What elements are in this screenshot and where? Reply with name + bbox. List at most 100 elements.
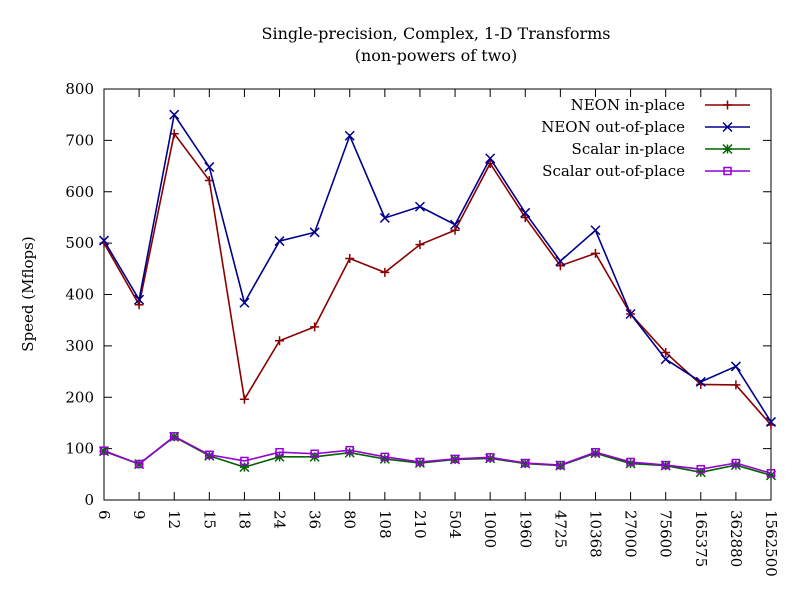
data-point-neon-in-place bbox=[275, 336, 285, 346]
data-point-neon-out-of-place bbox=[239, 297, 250, 308]
y-axis-label: Speed (Mflops) bbox=[19, 236, 37, 351]
data-point-scalar-out-of-place bbox=[591, 447, 600, 457]
data-point-neon-in-place bbox=[450, 225, 460, 235]
y-tick-label: 400 bbox=[65, 286, 94, 304]
data-point-neon-out-of-place bbox=[98, 235, 110, 246]
series-line-scalar-in-place bbox=[103, 435, 772, 477]
data-point-neon-out-of-place bbox=[730, 361, 741, 372]
legend-label-scalar-out-of-place: Scalar out-of-place bbox=[542, 162, 685, 180]
chart-subtitle: (non-powers of two) bbox=[355, 46, 518, 65]
x-tick-label: 1960 bbox=[516, 510, 534, 548]
y-tick-label: 300 bbox=[65, 337, 94, 355]
data-point-neon-out-of-place bbox=[134, 294, 145, 305]
data-point-neon-out-of-place bbox=[625, 308, 636, 320]
data-point-neon-in-place bbox=[661, 348, 671, 358]
data-point-scalar-in-place bbox=[414, 457, 425, 469]
data-point-neon-out-of-place bbox=[379, 212, 390, 223]
data-point-scalar-in-place bbox=[765, 470, 777, 481]
y-tick-label: 100 bbox=[65, 440, 94, 458]
data-point-neon-out-of-place bbox=[695, 376, 706, 387]
data-point-neon-out-of-place bbox=[765, 416, 777, 427]
x-tick-label: 1000 bbox=[481, 510, 499, 548]
data-point-scalar-out-of-place bbox=[556, 460, 565, 470]
data-point-neon-in-place bbox=[380, 267, 390, 277]
data-point-scalar-out-of-place bbox=[731, 458, 741, 468]
data-point-neon-in-place bbox=[310, 322, 320, 332]
data-point-scalar-out-of-place bbox=[766, 469, 776, 478]
data-point-neon-in-place bbox=[134, 300, 144, 310]
chart-title: Single-precision, Complex, 1-D Transform… bbox=[261, 24, 610, 43]
legend-marker-neon-out-of-place bbox=[722, 121, 733, 133]
data-point-scalar-out-of-place bbox=[134, 459, 144, 469]
data-point-scalar-out-of-place bbox=[521, 458, 530, 468]
data-point-neon-out-of-place bbox=[344, 130, 355, 141]
legend-marker-neon-in-place bbox=[723, 100, 732, 110]
data-point-neon-in-place bbox=[731, 380, 741, 390]
x-tick-label: 80 bbox=[341, 510, 359, 529]
data-point-scalar-out-of-place bbox=[345, 445, 354, 455]
x-tick-label: 12 bbox=[165, 510, 183, 529]
legend-label-scalar-in-place: Scalar in-place bbox=[572, 140, 686, 158]
data-point-scalar-in-place bbox=[485, 453, 496, 464]
legend-label-neon-out-of-place: NEON out-of-place bbox=[541, 118, 685, 136]
x-tick-label: 36 bbox=[306, 510, 324, 529]
x-tick-label: 210 bbox=[411, 510, 429, 539]
data-point-scalar-out-of-place bbox=[450, 454, 460, 464]
data-point-scalar-in-place bbox=[379, 453, 390, 464]
data-point-scalar-in-place bbox=[274, 451, 285, 462]
x-tick-label: 18 bbox=[235, 510, 253, 529]
x-tick-label: 165375 bbox=[692, 510, 710, 567]
data-point-neon-out-of-place bbox=[414, 201, 425, 212]
series-line-neon-in-place bbox=[103, 131, 772, 426]
data-point-scalar-out-of-place bbox=[661, 460, 670, 470]
series-line-neon-out-of-place bbox=[103, 112, 772, 423]
y-tick-label: 500 bbox=[65, 234, 94, 252]
y-tick-label: 0 bbox=[84, 491, 94, 509]
data-point-neon-out-of-place bbox=[309, 227, 320, 238]
data-point-neon-out-of-place bbox=[485, 153, 496, 164]
data-point-scalar-in-place bbox=[204, 450, 215, 461]
x-tick-label: 15 bbox=[200, 510, 218, 529]
data-point-scalar-out-of-place bbox=[205, 450, 214, 460]
y-tick-label: 800 bbox=[65, 80, 94, 98]
x-tick-label: 1562500 bbox=[762, 510, 780, 577]
data-point-scalar-out-of-place bbox=[696, 464, 706, 474]
data-point-scalar-out-of-place bbox=[380, 452, 390, 462]
data-point-scalar-in-place bbox=[730, 460, 741, 471]
data-point-scalar-out-of-place bbox=[275, 447, 284, 457]
data-point-scalar-in-place bbox=[344, 447, 355, 458]
x-tick-label: 6 bbox=[95, 510, 113, 520]
data-point-neon-out-of-place bbox=[660, 354, 671, 365]
y-tick-label: 600 bbox=[65, 183, 94, 201]
data-point-neon-in-place bbox=[555, 261, 565, 271]
data-point-neon-in-place bbox=[415, 240, 425, 250]
data-point-neon-out-of-place bbox=[555, 256, 566, 267]
data-point-scalar-out-of-place bbox=[240, 456, 249, 466]
data-point-neon-out-of-place bbox=[590, 225, 601, 236]
y-tick-label: 200 bbox=[65, 388, 94, 406]
x-tick-label: 27000 bbox=[622, 510, 640, 558]
data-point-neon-out-of-place bbox=[450, 219, 461, 230]
series-line-scalar-out-of-place bbox=[103, 435, 772, 475]
data-point-scalar-out-of-place bbox=[99, 446, 109, 455]
x-tick-label: 9 bbox=[130, 510, 148, 520]
x-tick-label: 504 bbox=[446, 510, 464, 539]
legend-marker-scalar-in-place bbox=[722, 143, 733, 155]
data-point-scalar-in-place bbox=[590, 448, 601, 459]
data-point-neon-out-of-place bbox=[169, 109, 180, 120]
data-point-scalar-out-of-place bbox=[310, 449, 319, 459]
data-point-scalar-in-place bbox=[625, 458, 636, 469]
data-point-scalar-out-of-place bbox=[169, 432, 179, 441]
data-point-scalar-out-of-place bbox=[626, 457, 635, 467]
data-point-neon-in-place bbox=[345, 254, 355, 264]
data-point-neon-in-place bbox=[239, 394, 249, 404]
legend-label-neon-in-place: NEON in-place bbox=[571, 96, 686, 114]
x-tick-label: 4725 bbox=[551, 510, 569, 548]
x-tick-label: 10368 bbox=[586, 510, 604, 558]
x-tick-label: 75600 bbox=[657, 510, 675, 558]
data-point-scalar-out-of-place bbox=[485, 453, 495, 462]
y-tick-label: 700 bbox=[65, 131, 94, 149]
data-point-scalar-out-of-place bbox=[415, 457, 425, 467]
data-point-neon-out-of-place bbox=[274, 236, 285, 247]
